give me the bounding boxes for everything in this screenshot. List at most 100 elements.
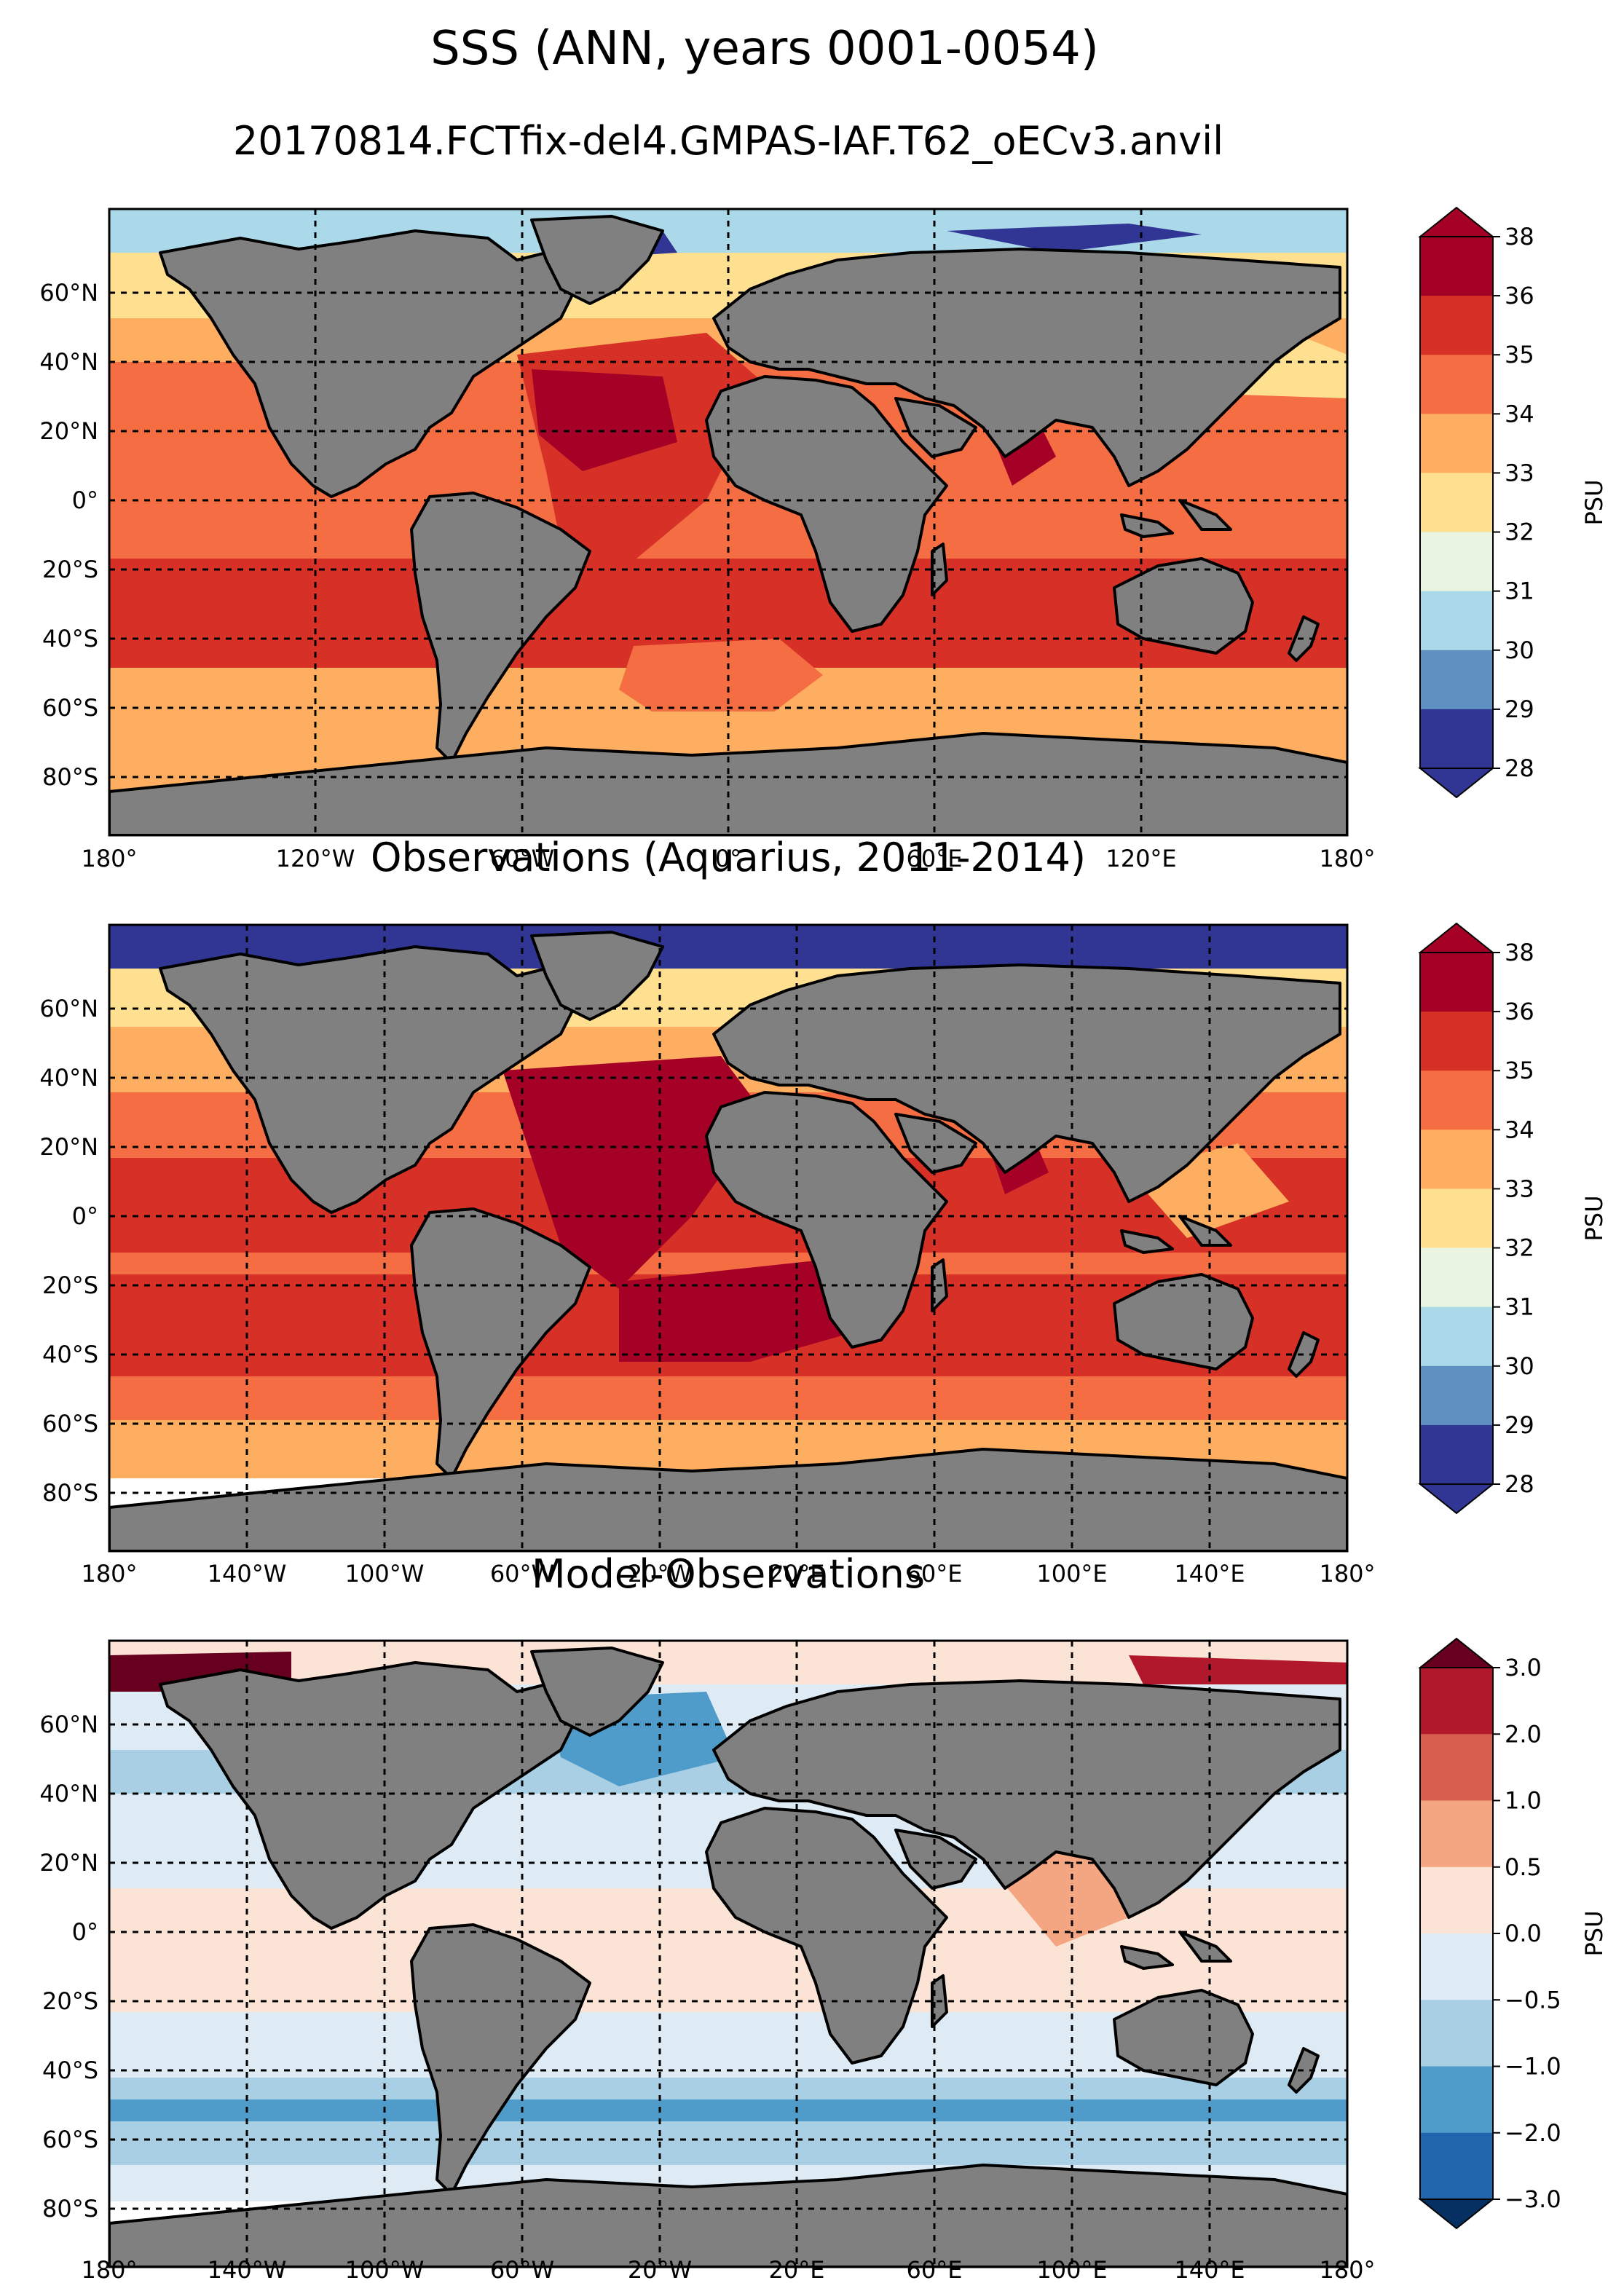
colorbar-band [1420, 1668, 1493, 1735]
colorbar-band [1420, 473, 1493, 533]
colorbar-tick-label: 30 [1505, 636, 1534, 664]
panel-difference: Model-Observations [39, 1551, 1608, 2283]
lon-tick: 140°W [208, 2256, 287, 2283]
lon-tick: 0° [715, 845, 741, 872]
panel-title: Model-Observations [532, 1551, 925, 1597]
lon-tick: 140°E [1174, 2256, 1245, 2283]
lon-tick: 60°W [490, 2256, 554, 2283]
lon-tick: 60°W [490, 845, 554, 872]
lon-tick: 60°E [907, 845, 963, 872]
lat-tick: 0° [72, 1202, 98, 1230]
lat-tick: 40°S [42, 2057, 98, 2084]
lon-tick: 60°E [907, 1560, 963, 1588]
colorbar-band [1420, 1933, 1493, 2000]
lat-tick: 60°S [42, 694, 98, 722]
colorbar-band [1420, 953, 1493, 1012]
lat-axis-difference: 60°N 40°N 20°N 0° 20°S 40°S 60°S 80°S [39, 1711, 98, 2223]
colorbar-tick-label: 35 [1505, 1057, 1534, 1084]
colorbar-tick-label: 33 [1505, 1175, 1534, 1202]
colorbar-tick-label: 3.0 [1505, 1654, 1542, 1681]
colorbar-difference: 3.0 2.0 1.0 0.5 0.0 −0.5 −1.0 −2.0 −3.0 PSU [1418, 1637, 1608, 2230]
colorbar-band [1420, 2132, 1493, 2200]
colorbar-model: 38 36 35 34 33 32 31 30 29 28 PSU [1418, 206, 1608, 799]
lat-tick: 20°S [42, 556, 98, 583]
lon-axis-model: 180° 120°W 60°W 0° 60°E 120°E 180° [81, 845, 1375, 872]
colorbar-tick-label: 32 [1505, 518, 1534, 546]
colorbar-tick-label: 0.0 [1505, 1920, 1542, 1947]
colorbar-tick-label: 34 [1505, 1116, 1534, 1143]
lat-tick: 40°S [42, 625, 98, 652]
colorbar-band [1420, 1866, 1493, 1934]
colorbar-tick-label: 32 [1505, 1234, 1534, 1262]
lon-tick: 180° [81, 1560, 137, 1588]
colorbar-band [1420, 1365, 1493, 1426]
lat-axis-model: 60°N 40°N 20°N 0° 20°S 40°S 60°S 80°S [39, 279, 98, 791]
colorbar-tick-label: 29 [1505, 1411, 1534, 1439]
colorbar-tick-label: −3.0 [1505, 2185, 1561, 2213]
map-observations [108, 923, 1349, 1553]
colorbar-tick-label: 28 [1505, 1470, 1534, 1498]
colorbar-tick-label: −2.0 [1505, 2119, 1561, 2147]
lon-tick: 20°E [769, 1560, 825, 1588]
lat-tick: 20°S [42, 1271, 98, 1299]
lon-tick: 180° [1319, 845, 1375, 872]
lon-tick: 120°W [276, 845, 355, 872]
colorbar-band [1420, 1800, 1493, 1868]
colorbar-band [1420, 1424, 1493, 1485]
lon-tick: 180° [81, 845, 137, 872]
lon-tick: 100°E [1036, 2256, 1107, 2283]
colorbar-band [1420, 709, 1493, 769]
colorbar-tick-label: 38 [1505, 223, 1534, 251]
lat-tick: 0° [72, 1918, 98, 1946]
lat-tick: 60°N [39, 1711, 98, 1738]
colorbar-observations: 38 36 35 34 33 32 31 30 29 28 PSU [1418, 922, 1608, 1515]
colorbar-tick-label: 33 [1505, 459, 1534, 486]
lon-tick: 20°W [628, 1560, 692, 1588]
lon-tick: 180° [81, 2256, 137, 2283]
lon-tick: 20°E [769, 2256, 825, 2283]
colorbar-tick-label: 28 [1505, 754, 1534, 782]
colorbar-label: PSU [1580, 479, 1608, 525]
lon-tick: 100°W [345, 2256, 425, 2283]
colorbar-tick-label: 30 [1505, 1352, 1534, 1380]
lat-tick: 20°S [42, 1987, 98, 2015]
colorbar-tick-label: 0.5 [1505, 1853, 1542, 1881]
colorbar-tick-label: 36 [1505, 998, 1534, 1025]
lat-tick: 80°S [42, 763, 98, 791]
lat-tick: 40°S [42, 1341, 98, 1368]
lat-tick: 60°S [42, 2126, 98, 2153]
lat-tick: 60°N [39, 995, 98, 1022]
colorbar-tick-label: 36 [1505, 282, 1534, 309]
colorbar-band [1420, 532, 1493, 592]
panel-observations: Observations (Aquarius, 2011-2014) [39, 835, 1608, 1588]
lon-tick: 140°E [1174, 1560, 1245, 1588]
colorbar-tick-label: 29 [1505, 695, 1534, 723]
lat-tick: 80°S [42, 1479, 98, 1507]
colorbar-tick-label: 1.0 [1505, 1787, 1542, 1815]
map-model [108, 208, 1349, 837]
lon-tick: 100°W [345, 1560, 425, 1588]
colorbar-band [1420, 237, 1493, 296]
map-difference [108, 1639, 1349, 2268]
colorbar-tick-label: 31 [1505, 577, 1534, 605]
lat-tick: 60°S [42, 1410, 98, 1438]
colorbar-band [1420, 1070, 1493, 1130]
lon-tick: 60°E [907, 2256, 963, 2283]
lat-tick: 40°N [39, 1780, 98, 1807]
colorbar-band [1420, 414, 1493, 473]
lon-tick: 100°E [1036, 1560, 1107, 1588]
colorbar-band [1420, 2000, 1493, 2067]
colorbar-band [1420, 355, 1493, 414]
colorbar-label: PSU [1580, 1195, 1608, 1241]
colorbar-tick-label: −0.5 [1505, 1986, 1561, 2014]
colorbar-tick-label: 35 [1505, 341, 1534, 368]
lat-tick: 20°N [39, 1133, 98, 1161]
colorbar-band [1420, 1012, 1493, 1071]
lat-tick: 80°S [42, 2195, 98, 2223]
lat-tick: 40°N [39, 1064, 98, 1092]
lat-axis-observations: 60°N 40°N 20°N 0° 20°S 40°S 60°S 80°S [39, 995, 98, 1507]
lon-axis-observations: 180° 140°W 100°W 60°W 20°W 20°E 60°E 100… [81, 1560, 1375, 1588]
figure-title: SSS (ANN, years 0001-0054) [430, 22, 1099, 76]
lat-tick: 40°N [39, 348, 98, 376]
lon-tick: 180° [1319, 2256, 1375, 2283]
